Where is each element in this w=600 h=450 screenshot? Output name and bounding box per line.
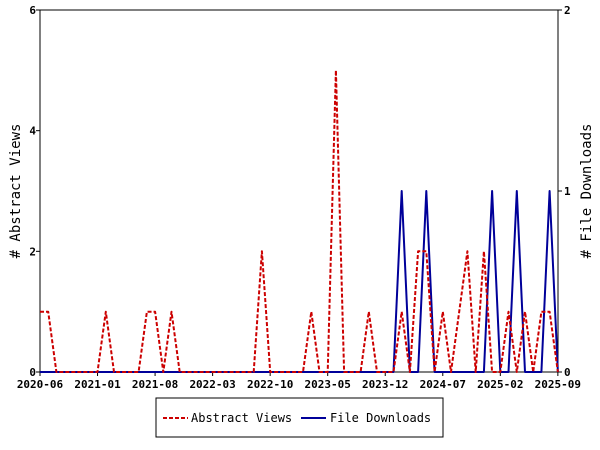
x-tick-label: 2022-10 xyxy=(247,378,293,391)
legend-label-file-downloads: File Downloads xyxy=(330,411,431,425)
legend: Abstract Views File Downloads xyxy=(155,397,444,438)
y-right-tick-label: 0 xyxy=(564,366,571,379)
x-tick-label: 2023-05 xyxy=(305,378,351,391)
x-tick-label: 2022-03 xyxy=(189,378,235,391)
y-left-tick-label: 2 xyxy=(29,245,36,258)
y-axis-right-title: # File Downloads xyxy=(579,124,595,259)
legend-label-abstract-views: Abstract Views xyxy=(191,411,292,425)
x-tick-label: 2020-06 xyxy=(17,378,64,391)
y-right-tick-label: 2 xyxy=(564,4,571,17)
x-tick-label: 2021-08 xyxy=(132,378,178,391)
y-left-tick-label: 0 xyxy=(29,366,36,379)
y-axis-left-title: # Abstract Views xyxy=(8,124,24,259)
y-left-tick-label: 4 xyxy=(29,125,36,138)
y-axis-left-ticks: 0 2 4 6 xyxy=(29,4,40,379)
legend-box xyxy=(155,397,444,438)
y-right-tick-label: 1 xyxy=(564,185,571,198)
series-line-file-downloads xyxy=(40,190,559,373)
x-axis-ticks: 2020-06 2021-01 2021-08 2022-03 2022-10 2023-… xyxy=(17,372,581,391)
x-tick-label: 2024-07 xyxy=(420,378,466,391)
x-tick-label: 2021-01 xyxy=(74,378,121,391)
series-layer xyxy=(40,69,559,373)
x-tick-label: 2023-12 xyxy=(362,378,408,391)
y-left-tick-label: 6 xyxy=(29,4,36,17)
x-tick-label: 2025-09 xyxy=(535,378,581,391)
series-line-abstract-views xyxy=(40,69,559,373)
y-axis-right-ticks: 0 1 2 xyxy=(558,4,571,379)
x-tick-label: 2025-02 xyxy=(477,378,523,391)
